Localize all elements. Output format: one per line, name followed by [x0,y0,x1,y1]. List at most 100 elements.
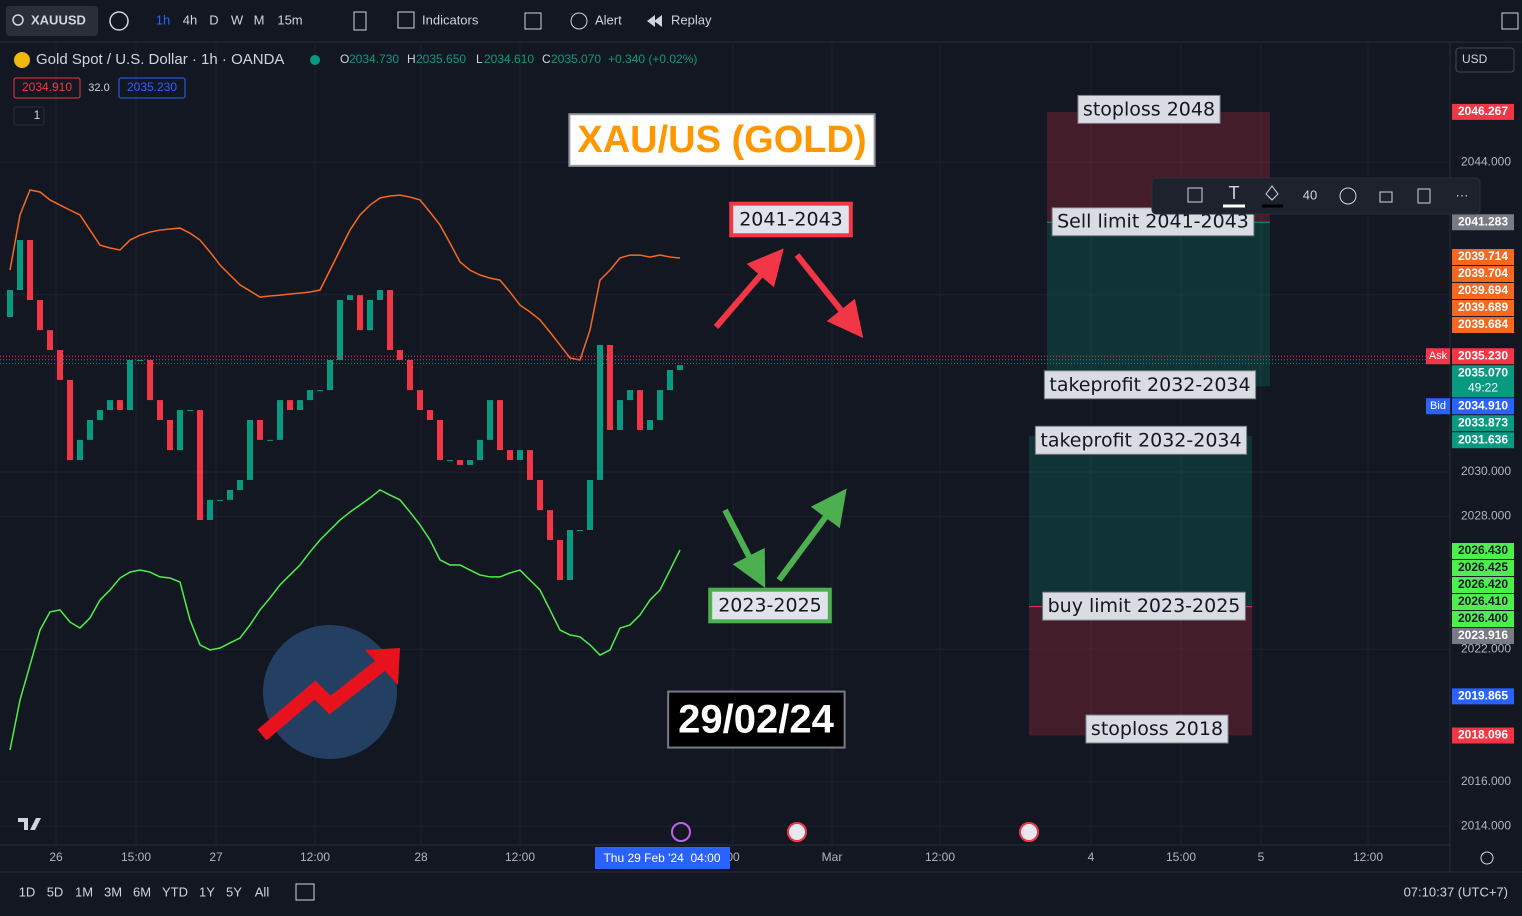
search-icon [12,14,24,26]
indicators-icon [397,11,415,29]
event-icon[interactable] [787,822,807,842]
chart-type-icon[interactable] [353,11,367,31]
replay[interactable]: Replay [671,12,712,27]
range-button[interactable]: 6M [133,884,151,899]
candle [617,400,623,430]
candle [407,359,413,391]
stop-zone [1029,606,1252,736]
symbol[interactable]: XAUUSD [31,12,86,27]
sell-price[interactable]: 2034.910 [22,80,72,94]
more-icon[interactable]: ··· [1456,187,1469,202]
tool-icon[interactable] [1187,187,1203,203]
price-tag-label: 2026.410 [1458,594,1508,608]
indicator-count[interactable]: 1 [34,108,41,122]
delete-icon[interactable] [1417,188,1431,204]
interval[interactable]: 4h [183,12,197,27]
range-button[interactable]: 3M [104,884,122,899]
candle [507,450,513,461]
sell-button[interactable] [13,77,81,99]
buy-button[interactable] [118,77,186,99]
currency[interactable]: USD [1462,52,1488,66]
price-tag [1452,316,1514,333]
date-range-icon[interactable] [295,883,315,901]
candle [657,390,663,420]
bottom-bar: 1D 5D 1M 3M 6M YTD 1Y 5Y All [19,884,270,899]
entry-label: Sell limit 2041-2043 [1057,211,1249,233]
toolbar [0,0,1522,42]
range-button[interactable]: 5D [47,884,64,899]
candle [17,240,23,291]
candle [107,400,113,411]
price-tag [1452,248,1514,265]
buy-price[interactable]: 2035.230 [127,80,177,94]
candle [427,410,433,420]
fullscreen-icon[interactable] [1501,12,1519,30]
candle [247,419,253,480]
price-tag-label: 2039.704 [1458,266,1508,280]
countdown: 49:22 [1468,380,1498,394]
add-symbol[interactable] [109,11,129,31]
candle [37,300,43,331]
ohlc-key: C [542,52,551,66]
x-tick-label: 4 [1088,850,1095,864]
candle [527,450,533,480]
price-tag [1452,577,1514,594]
price-tag [1452,282,1514,299]
currency-select[interactable] [1455,47,1515,73]
x-tick-label: Mar [822,850,843,864]
candle [337,300,343,360]
price-tag [1452,594,1514,611]
candle [577,530,583,532]
interval[interactable]: D [209,12,218,27]
candle [297,400,303,411]
event-icon[interactable] [671,822,691,842]
y-tick-label: 2016.000 [1461,774,1511,788]
y-tick-label: 2030.000 [1461,464,1511,478]
x-tick-label: 15:00 [121,850,151,864]
range-button[interactable]: 5Y [226,884,242,899]
range-button[interactable]: 1D [19,884,36,899]
range-button[interactable]: 1Y [199,884,215,899]
band-line [9,189,681,361]
alert[interactable]: Alert [595,12,622,27]
candle [627,390,633,401]
range-button[interactable]: 1M [75,884,93,899]
crosshair-time-box [595,847,730,869]
price-tag-label: 2035.070 [1458,365,1508,379]
arrow-down [722,508,766,588]
logo [257,625,400,759]
stop-label: stoploss 2048 [1083,98,1215,120]
range-button[interactable]: All [255,884,270,899]
layout-icon[interactable] [524,12,542,30]
event-icon[interactable] [1019,822,1039,842]
range-button[interactable]: YTD [162,884,188,899]
candle [487,400,493,440]
candle [137,359,143,361]
indicator-toggle[interactable] [13,106,45,126]
symbol-search[interactable] [6,6,98,36]
candle [237,479,243,490]
target-label-box [1043,370,1257,400]
candle [457,460,463,465]
interval[interactable]: 15m [277,12,302,27]
candle [167,419,173,451]
settings-icon[interactable] [1480,851,1494,865]
text-tool[interactable]: T [1229,183,1240,203]
y-tick-label: 2028.000 [1461,508,1511,522]
y-tick-label: 2022.000 [1461,641,1511,655]
price-tag-label: 2041.283 [1458,214,1508,228]
fill-tool[interactable] [1265,185,1279,201]
lock-icon[interactable] [1379,191,1393,203]
candle [597,344,603,480]
interval[interactable]: W [231,12,244,27]
settings-icon[interactable] [1339,187,1357,205]
indicators[interactable]: Indicators [422,12,479,27]
price-tag [1452,348,1514,365]
line-width[interactable]: 40 [1303,187,1317,202]
candle [307,390,313,401]
price-tag-label: 2039.694 [1458,283,1508,297]
candle [157,400,163,420]
interval[interactable]: M [254,12,265,27]
interval[interactable]: 1h [156,12,170,27]
